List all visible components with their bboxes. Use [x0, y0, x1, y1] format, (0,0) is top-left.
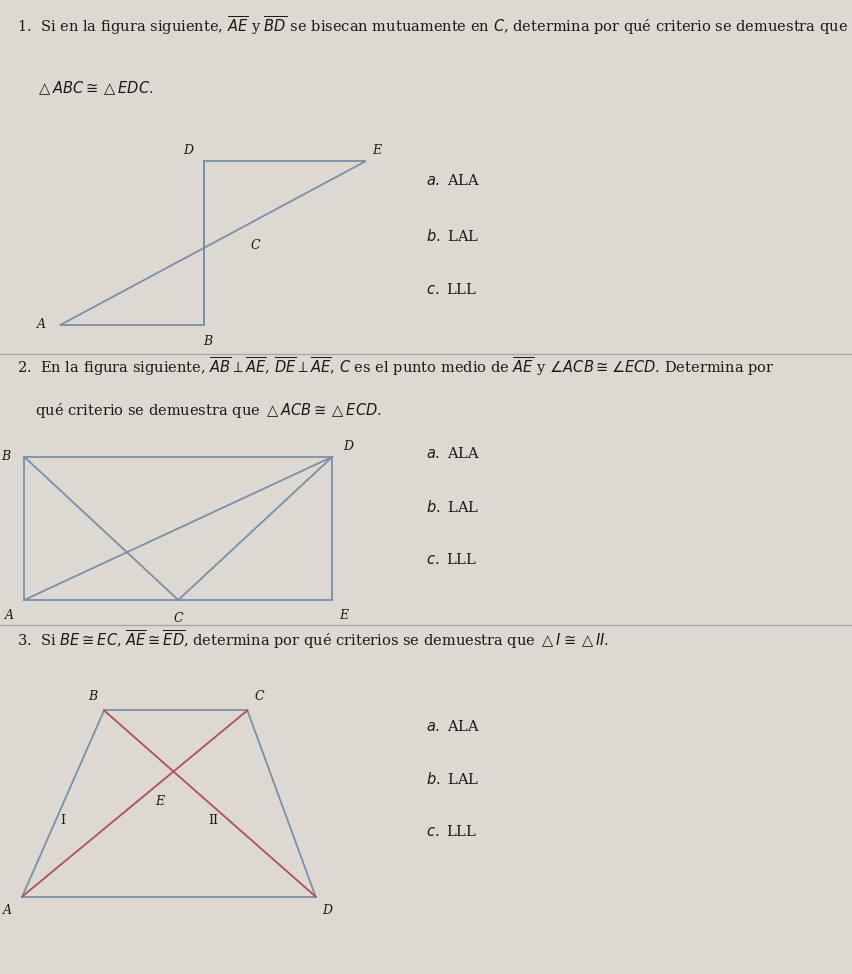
Text: C: C — [254, 691, 263, 703]
Text: 3.  Si $BE \cong EC$, $\overline{AE} \cong \overline{ED}$, determina por qué cri: 3. Si $BE \cong EC$, $\overline{AE} \con… — [17, 628, 608, 651]
Text: E: E — [339, 609, 348, 621]
Text: B: B — [88, 691, 97, 703]
Text: D: D — [343, 440, 353, 454]
Text: E: E — [371, 144, 381, 157]
Text: E: E — [155, 795, 164, 807]
Text: $c.$ LLL: $c.$ LLL — [426, 551, 477, 567]
Text: D: D — [183, 144, 193, 157]
Text: $c.$ LLL: $c.$ LLL — [426, 824, 477, 840]
Text: $b.$ LAL: $b.$ LAL — [426, 499, 479, 514]
Text: C: C — [250, 239, 260, 251]
Text: $a.$ ALA: $a.$ ALA — [426, 446, 480, 461]
Text: $c.$ LLL: $c.$ LLL — [426, 282, 477, 297]
Text: I: I — [60, 813, 66, 827]
Text: B: B — [203, 335, 212, 349]
Text: A: A — [3, 904, 12, 917]
Text: II: II — [208, 813, 218, 827]
Text: $a.$ ALA: $a.$ ALA — [426, 719, 480, 733]
Text: $b.$ LAL: $b.$ LAL — [426, 771, 479, 787]
Text: C: C — [173, 612, 183, 625]
Text: B: B — [1, 450, 10, 464]
Text: 1.  Si en la figura siguiente, $\overline{AE}$ y $\overline{BD}$ se bisecan mutu: 1. Si en la figura siguiente, $\overline… — [17, 15, 847, 37]
Text: $b.$ LAL: $b.$ LAL — [426, 228, 479, 244]
Text: 2.  En la figura siguiente, $\overline{AB} \perp \overline{AE}$, $\overline{DE} : 2. En la figura siguiente, $\overline{AB… — [17, 356, 774, 378]
Text: A: A — [4, 609, 14, 621]
Text: A: A — [37, 318, 46, 331]
Text: $a.$ ALA: $a.$ ALA — [426, 173, 480, 188]
Text: $\triangle ABC \cong \triangle EDC$.: $\triangle ABC \cong \triangle EDC$. — [17, 79, 153, 96]
Text: D: D — [322, 904, 332, 917]
Text: qué criterio se demuestra que $\triangle ACB \cong \triangle ECD$.: qué criterio se demuestra que $\triangle… — [17, 400, 382, 420]
